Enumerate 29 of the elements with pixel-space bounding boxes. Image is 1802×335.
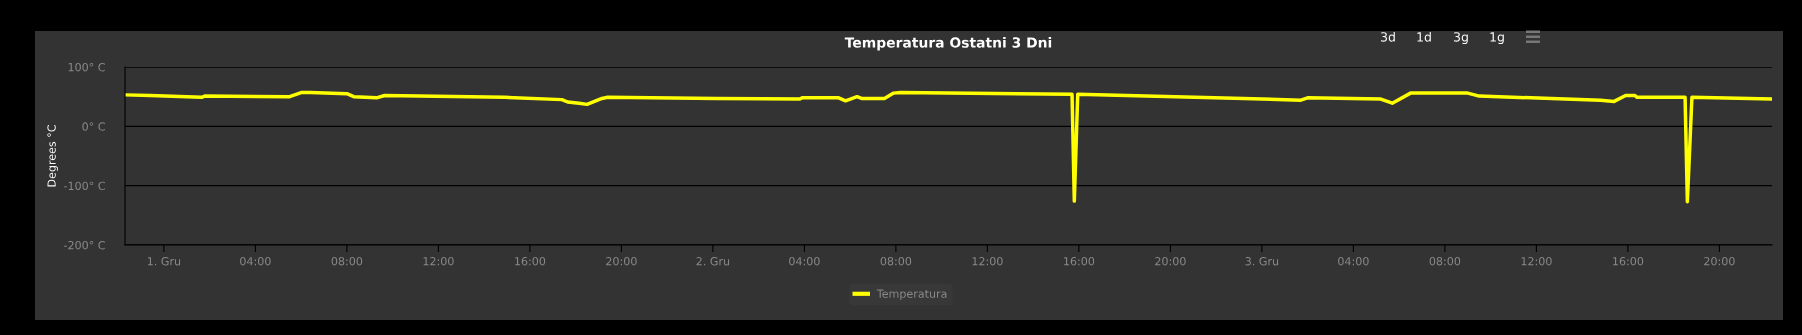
x-tick-label: 08:00 — [1429, 257, 1461, 266]
x-tick-label: 3. Gru — [1245, 257, 1279, 266]
x-tick-label: 12:00 — [972, 257, 1003, 266]
x-tick-label: 20:00 — [606, 257, 637, 266]
x-tick-label: 12:00 — [423, 257, 454, 266]
y-tick-label: 100° C — [68, 62, 105, 72]
x-tick-label: 04:00 — [1338, 257, 1369, 266]
text: 1g — [1490, 32, 1504, 45]
x-tick-label: 04:00 — [240, 257, 271, 266]
chart-title: Temperatura Ostatni 3 Dni — [844, 37, 1052, 51]
y-axis-title: Degrees °C — [47, 125, 58, 187]
y-tick-label: -100° C — [64, 181, 105, 191]
x-tick-label: 08:00 — [880, 257, 912, 266]
x-tick-label: 2. Gru — [696, 257, 730, 266]
x-tick-label: 20:00 — [1155, 257, 1186, 266]
x-tick-label: 20:00 — [1704, 257, 1735, 266]
x-tick-label: 16:00 — [1064, 257, 1095, 266]
text: 3d — [1381, 31, 1395, 42]
x-tick-label: 12:00 — [1521, 257, 1552, 266]
x-tick-label: 1. Gru — [147, 257, 181, 266]
y-tick-label: -200° C — [64, 240, 105, 250]
x-tick-label: 16:00 — [1613, 257, 1644, 266]
x-tick-label: 04:00 — [789, 257, 820, 266]
legend-label: Temperatura — [876, 289, 947, 300]
text: 1d — [1417, 31, 1431, 42]
y-tick-label: 0° C — [82, 122, 105, 131]
text: 3g — [1454, 32, 1468, 45]
x-tick-label: 16:00 — [515, 257, 546, 266]
x-tick-label: 08:00 — [331, 257, 363, 266]
